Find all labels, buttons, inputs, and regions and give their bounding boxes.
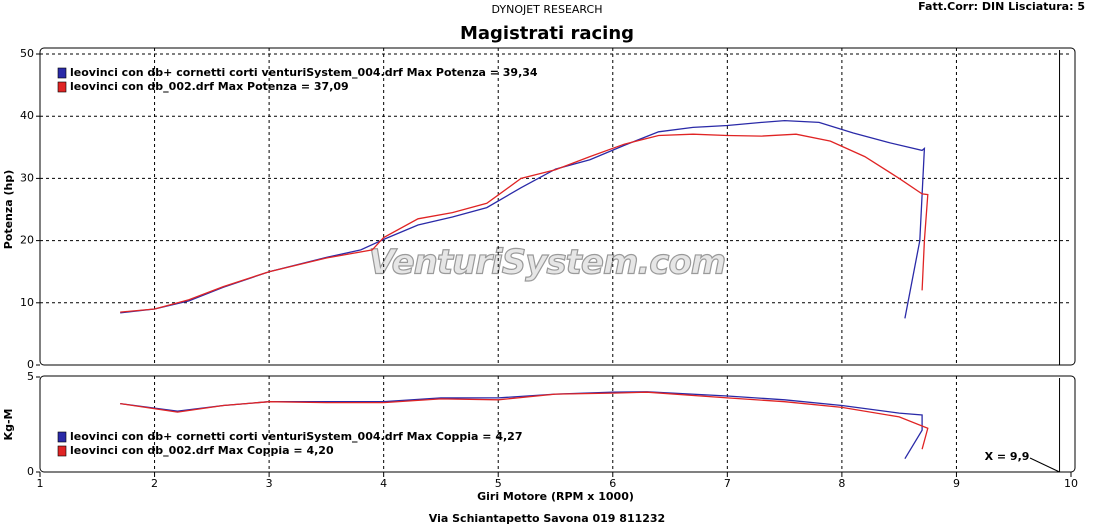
x-tick-label: 1 bbox=[37, 477, 44, 490]
y-axis-label: Kg-M bbox=[2, 409, 15, 441]
legend-label: leovinci con db+ cornetti corti venturiS… bbox=[70, 430, 523, 443]
watermark: VenturiSystem.com bbox=[369, 243, 725, 283]
x-tick-label: 3 bbox=[266, 477, 273, 490]
legend-swatch bbox=[57, 445, 67, 457]
x-axis-label: Giri Motore (RPM x 1000) bbox=[477, 490, 634, 503]
legend-label: leovinci con db_002.drf Max Potenza = 37… bbox=[70, 80, 349, 93]
footer: Via Schiantapetto Savona 019 811232 bbox=[429, 512, 665, 525]
y-tick-label: 10 bbox=[20, 296, 34, 309]
plot-frame bbox=[39, 47, 1076, 366]
y-axis-label: Potenza (hp) bbox=[2, 170, 15, 250]
legend-label: leovinci con db_002.drf Max Coppia = 4,2… bbox=[70, 444, 334, 457]
x-tick-label: 4 bbox=[380, 477, 387, 490]
y-tick-label: 30 bbox=[20, 171, 34, 184]
y-tick-label: 40 bbox=[20, 109, 34, 122]
x-tick-label: 10 bbox=[1064, 477, 1078, 490]
x-tick-label: 6 bbox=[609, 477, 616, 490]
y-tick-label: 5 bbox=[27, 370, 34, 383]
x-tick-label: 7 bbox=[724, 477, 731, 490]
line-series bbox=[120, 391, 929, 450]
x-tick-label: 9 bbox=[953, 477, 960, 490]
legend-label: leovinci con db+ cornetti corti venturiS… bbox=[70, 66, 538, 79]
y-tick-label: 50 bbox=[20, 47, 34, 60]
chart-title: Magistrati racing bbox=[460, 23, 634, 44]
legend-swatch bbox=[57, 67, 67, 79]
x-tick-label: 2 bbox=[151, 477, 158, 490]
brand: DYNOJET RESEARCH bbox=[492, 3, 603, 16]
plot-frame bbox=[39, 375, 1076, 473]
cursor-pointer bbox=[1029, 457, 1060, 473]
legend-swatch bbox=[57, 431, 67, 443]
y-tick-label: 20 bbox=[20, 234, 34, 247]
x-tick-label: 5 bbox=[495, 477, 502, 490]
line-series bbox=[120, 133, 929, 313]
cursor-label: X = 9,9 bbox=[985, 450, 1030, 463]
y-tick-label: 0 bbox=[27, 358, 34, 371]
settings: Fatt.Corr: DIN Lisciatura: 5 bbox=[918, 0, 1085, 13]
legend-swatch bbox=[57, 81, 67, 93]
y-tick-label: 0 bbox=[27, 465, 34, 478]
x-tick-label: 8 bbox=[838, 477, 845, 490]
